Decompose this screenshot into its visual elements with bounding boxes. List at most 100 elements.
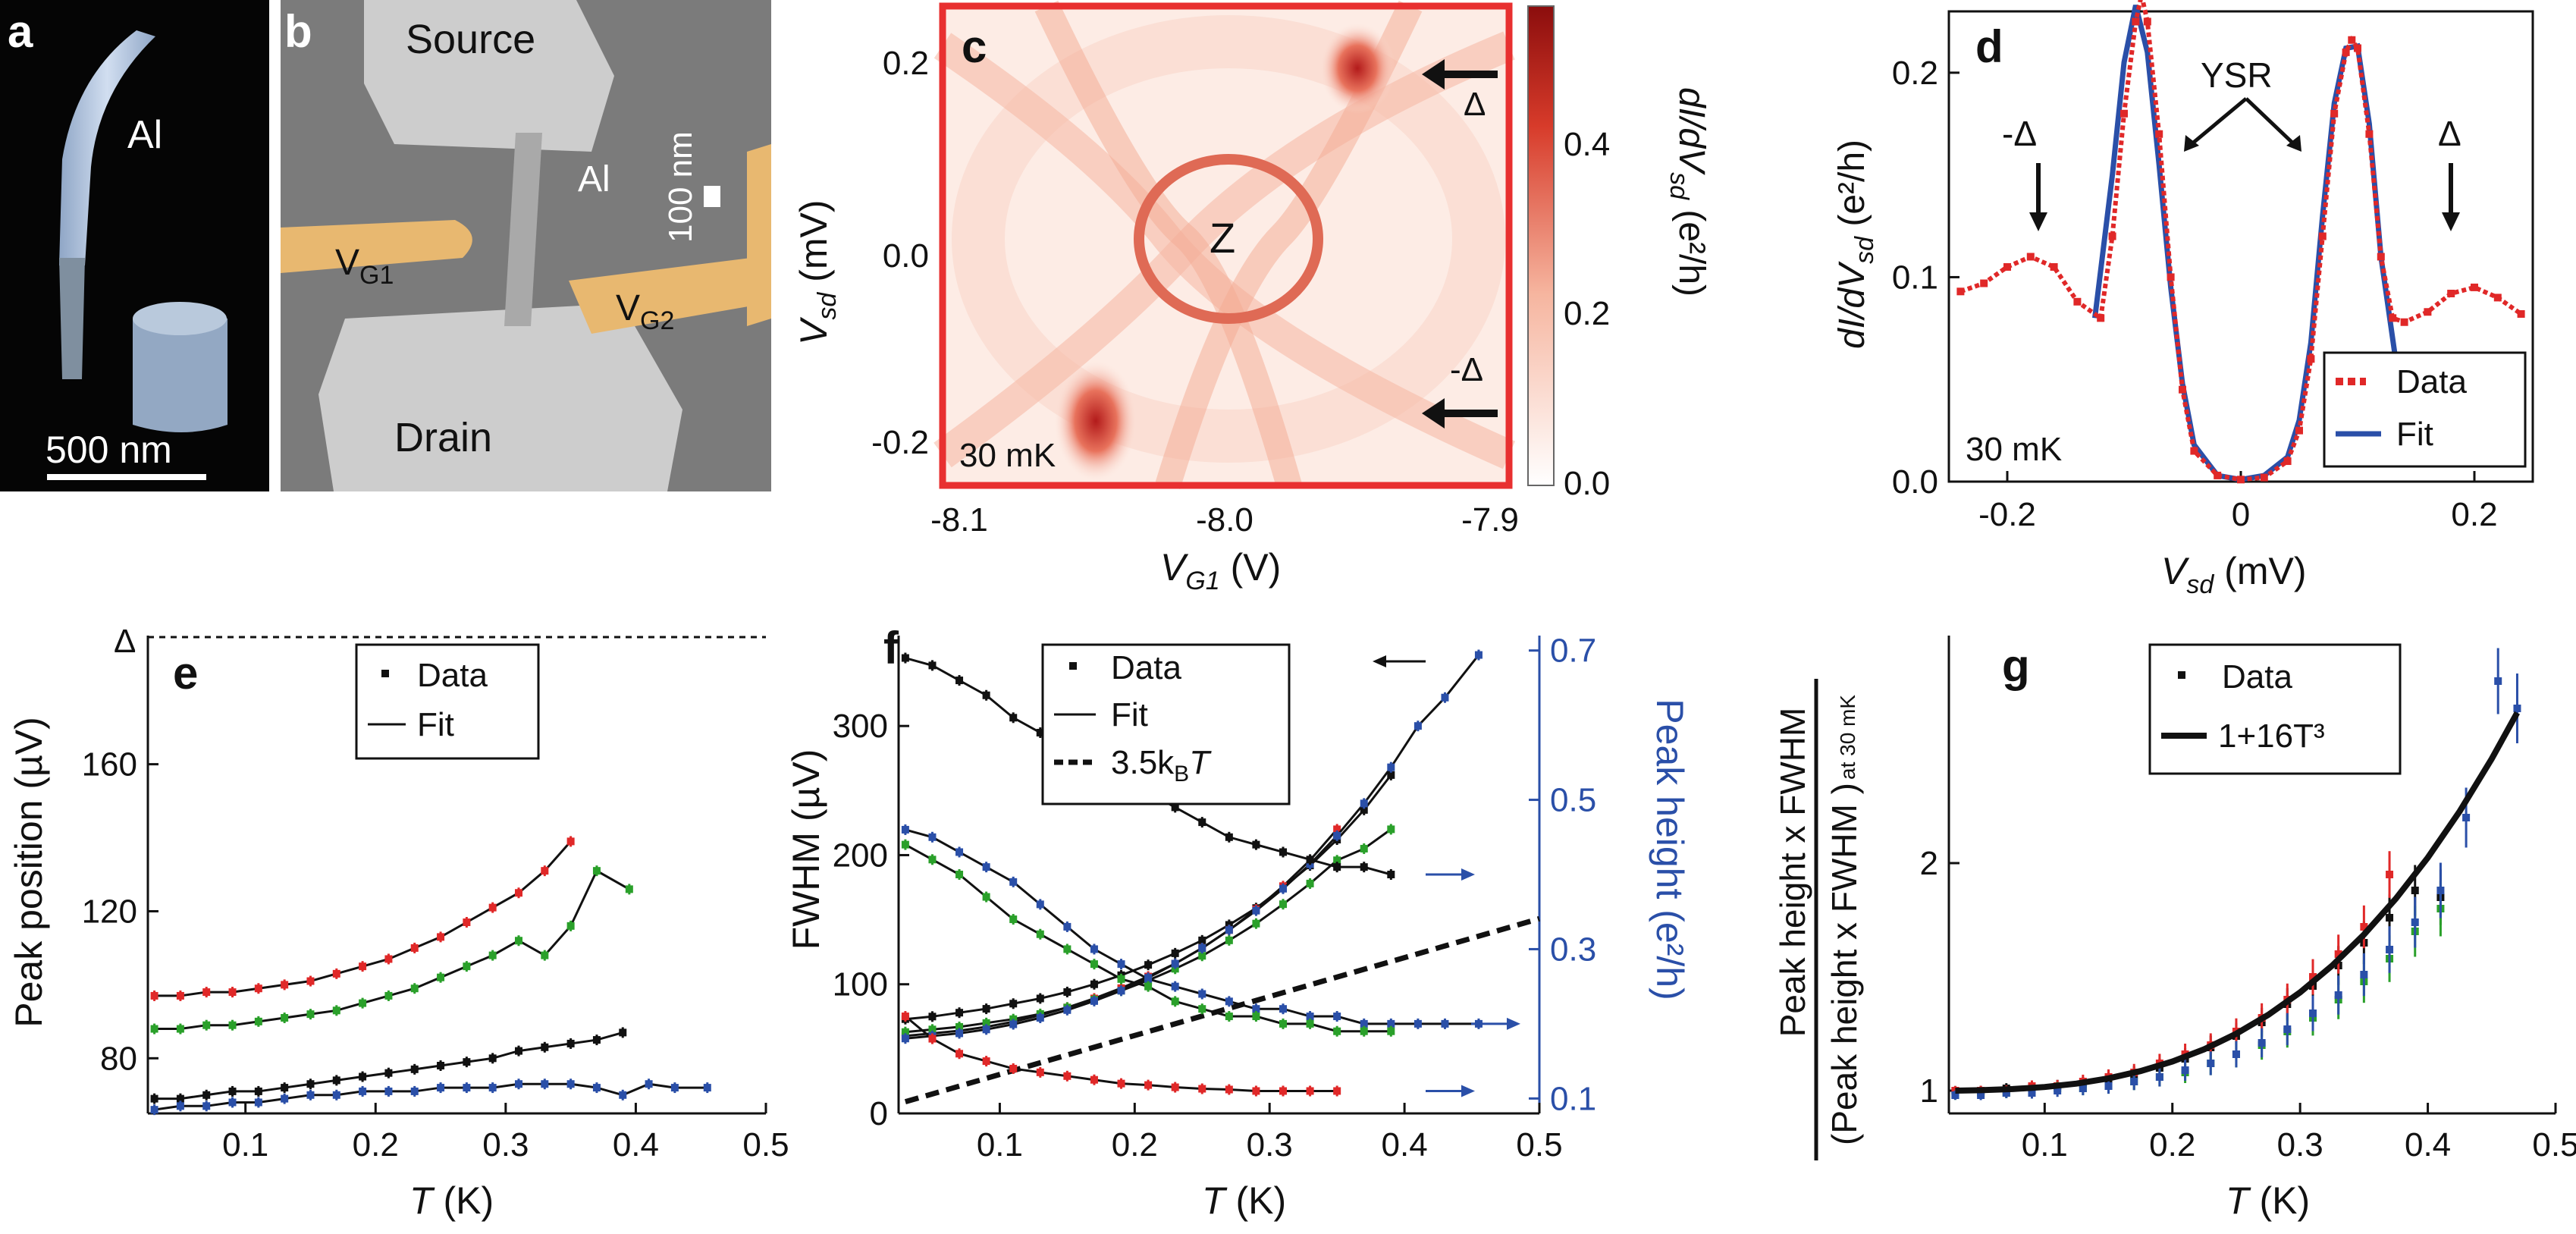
f-point-green-FWHM bbox=[1252, 919, 1260, 928]
g-xlabel: T (K) bbox=[2226, 1179, 2310, 1222]
d-data-point bbox=[2179, 385, 2186, 394]
e-point-black bbox=[254, 1087, 262, 1095]
e-point-black bbox=[566, 1039, 575, 1047]
e-point-blue bbox=[384, 1087, 393, 1095]
f-point-blue-height bbox=[1225, 997, 1233, 1006]
e-point-black bbox=[541, 1043, 549, 1051]
vg1-label: VG1 bbox=[335, 243, 394, 290]
f-y2tick-label: 0.5 bbox=[1550, 782, 1596, 819]
e-legend-box bbox=[355, 643, 540, 760]
f-point-blue-FWHM bbox=[1387, 763, 1395, 771]
e-point-red bbox=[332, 969, 340, 978]
f-point-blue-height bbox=[1198, 990, 1206, 998]
f-point-green-height bbox=[955, 871, 964, 878]
colormap-frame bbox=[939, 2, 1513, 489]
e-point-green bbox=[176, 1025, 184, 1033]
g-point-blue bbox=[2283, 1025, 2292, 1033]
e-point-blue bbox=[703, 1084, 711, 1092]
cbar-tick-1: 0.2 bbox=[1564, 295, 1610, 332]
d-data-point bbox=[2120, 109, 2128, 118]
d-data-point bbox=[2354, 44, 2361, 52]
temp-label-d: 30 mK bbox=[1966, 431, 2062, 468]
f-xtick-label: 0.2 bbox=[1112, 1126, 1158, 1163]
c-ytick-3: -0.2 bbox=[871, 424, 929, 461]
f-point-blue-height bbox=[1306, 1013, 1314, 1021]
diag-band-3 bbox=[1034, 0, 1302, 489]
e-point-green bbox=[488, 951, 497, 959]
e-fit-blue bbox=[154, 1082, 708, 1111]
f-point-blue-height bbox=[928, 833, 937, 841]
delta-down-label: -Δ bbox=[1450, 351, 1483, 388]
f-point-red-height bbox=[1225, 1085, 1233, 1094]
e-point-blue bbox=[515, 1080, 522, 1088]
f-point-black-height bbox=[1387, 871, 1395, 878]
d-data-point bbox=[2348, 36, 2356, 44]
g-point-blue bbox=[2334, 991, 2342, 999]
f-point-blue-FWHM bbox=[1414, 722, 1422, 730]
d-data-point bbox=[2097, 314, 2105, 322]
g-point-blue bbox=[2054, 1087, 2062, 1094]
e-point-red bbox=[437, 933, 445, 941]
e-point-blue bbox=[592, 1084, 601, 1092]
e-point-black bbox=[437, 1062, 445, 1069]
e-ytick-label: 120 bbox=[82, 893, 137, 930]
g-legend-fit: 1+16T³ bbox=[2218, 717, 2325, 755]
f-point-blue-height bbox=[1144, 975, 1153, 983]
e-xlabel: T (K) bbox=[409, 1179, 494, 1222]
e-point-blue bbox=[150, 1106, 158, 1114]
f-legend-fit: Fit bbox=[1111, 696, 1148, 733]
e-point-blue bbox=[228, 1098, 237, 1107]
scale-bar bbox=[47, 474, 206, 480]
g-point-blue bbox=[2002, 1089, 2010, 1097]
delta-label-d: Δ bbox=[2438, 114, 2461, 153]
d-legend-box bbox=[2323, 351, 2527, 468]
f-point-blue-FWHM bbox=[1171, 959, 1179, 968]
g-point-blue bbox=[2232, 1050, 2240, 1058]
e-legend-data: Data bbox=[417, 657, 488, 694]
nanowire-b bbox=[504, 133, 542, 326]
d-data-point bbox=[2295, 426, 2303, 435]
drain-contact bbox=[318, 303, 682, 491]
scale-bar-b bbox=[704, 186, 720, 207]
f-arrow-right-head-0 bbox=[1461, 868, 1475, 881]
e-point-green bbox=[306, 1010, 315, 1019]
d-data-point bbox=[2424, 308, 2432, 316]
g-legend-box bbox=[2148, 643, 2402, 775]
d-data-point bbox=[2471, 283, 2478, 291]
diag-band-4 bbox=[1155, 0, 1423, 490]
e-point-blue bbox=[332, 1091, 340, 1099]
f-ytick-label: 100 bbox=[833, 966, 888, 1003]
f-point-blue-FWHM bbox=[1441, 693, 1449, 702]
d-data-point bbox=[2108, 232, 2116, 240]
f-point-black-FWHM bbox=[1036, 994, 1044, 1003]
colormap-features bbox=[933, 0, 1516, 490]
f-point-green-FWHM bbox=[1306, 879, 1314, 887]
f-point-red-height bbox=[1252, 1087, 1260, 1095]
panel-e: 0.1 0.2 0.3 0.4 0.5 80 120 160 Data Fit T (K) Peak … bbox=[8, 636, 789, 1222]
scale-label-b: 100 nm bbox=[662, 131, 699, 243]
e-point-blue bbox=[281, 1094, 289, 1103]
panel-a: a Al 500 nm bbox=[0, 0, 269, 491]
e-legend-fit: Fit bbox=[417, 706, 454, 743]
f-point-red-height bbox=[901, 1013, 909, 1021]
f-arrow-left-head bbox=[1373, 655, 1386, 667]
cbar-tick-2: 0.4 bbox=[1564, 126, 1610, 163]
d-data-point bbox=[2190, 447, 2198, 455]
d-data-point bbox=[2260, 473, 2268, 482]
f-point-red-height bbox=[1063, 1072, 1072, 1080]
f-arrow-right-head-1 bbox=[1507, 1017, 1520, 1030]
e-point-green bbox=[463, 962, 471, 971]
d-fit-line bbox=[2092, 5, 2402, 482]
e-point-red bbox=[488, 903, 497, 912]
e-legend-swatch-data bbox=[381, 670, 389, 677]
f-point-blue-height bbox=[1171, 982, 1179, 991]
e-point-black bbox=[176, 1094, 184, 1103]
c-xtick-1: -8.1 bbox=[930, 501, 988, 539]
nanowire-core bbox=[59, 258, 85, 379]
panel-d: -0.2 0 0.2 0.0 0.1 0.2 Data Fit Vsd (mV) dI/dVsd … bbox=[1832, 0, 2534, 599]
f-point-blue-FWHM bbox=[1036, 1014, 1044, 1022]
d-data-series bbox=[1959, 0, 2523, 482]
e-point-red bbox=[306, 977, 315, 985]
f-ylabel: FWHM (µV) bbox=[785, 749, 827, 950]
